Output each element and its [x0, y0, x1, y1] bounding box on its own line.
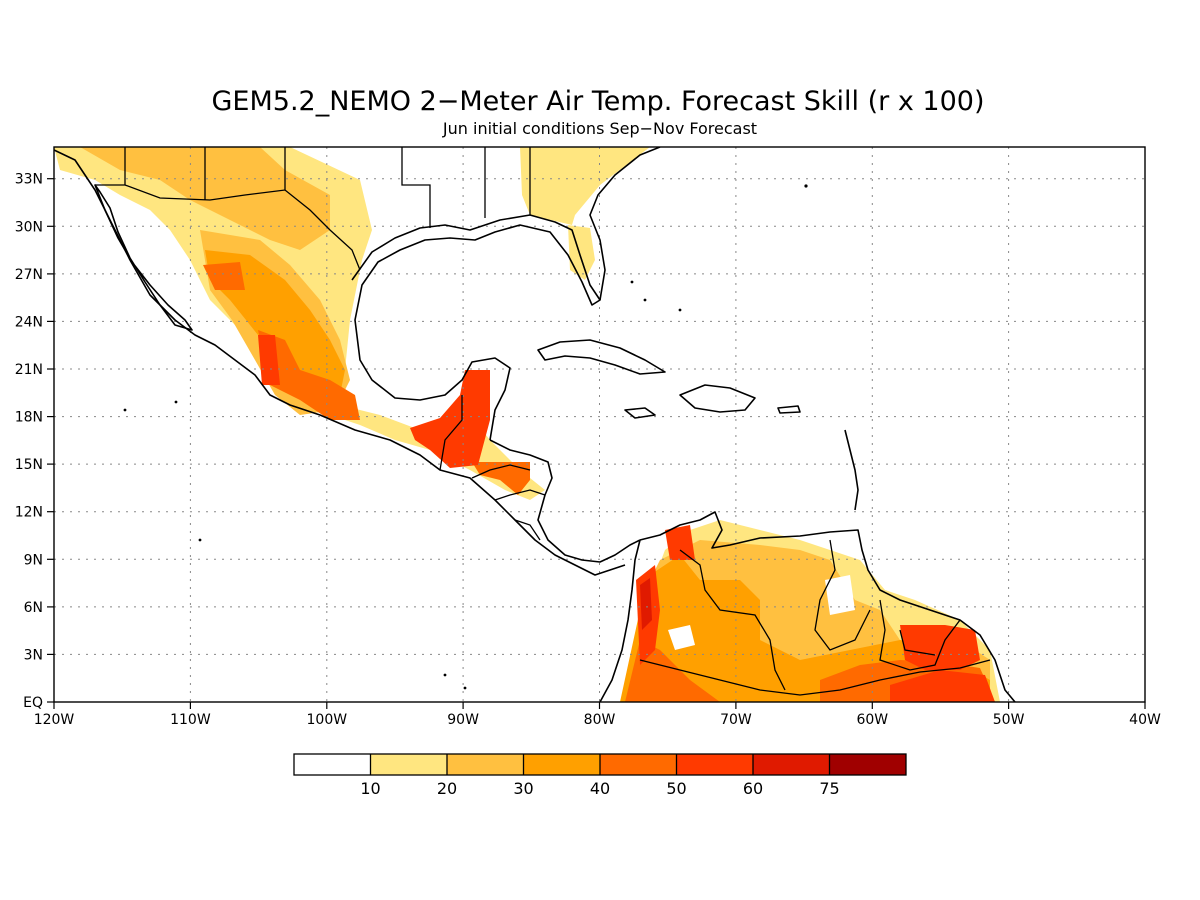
small-islands	[123, 184, 808, 690]
y-tick-label: 27N	[15, 267, 43, 283]
colorbar-swatch-50-60	[676, 754, 753, 775]
x-tick-label: 60W	[856, 712, 888, 728]
coast-cuba	[537, 339, 666, 375]
colorbar-swatch-above-75	[829, 754, 906, 775]
coast-florida-atlantic	[589, 147, 661, 301]
skill-region-guatemala	[410, 370, 490, 468]
y-tick-label: 18N	[15, 410, 43, 426]
y-tick-label: 15N	[15, 457, 43, 473]
coast-puerto-rico	[777, 405, 801, 414]
coast-pacific-north-america	[54, 149, 626, 576]
coast-jamaica	[624, 407, 656, 419]
border-venezuela-guyana	[814, 539, 871, 651]
skill-region-colombia-north	[665, 525, 695, 560]
skill-region-brazil-northeast	[900, 625, 980, 670]
coast-south-america-north	[639, 511, 1016, 702]
y-tick-label: EQ	[23, 695, 43, 711]
skill-region-colombia-peak	[640, 578, 652, 630]
x-tick-label: 120W	[34, 712, 75, 728]
colorbar-label: 30	[513, 779, 533, 798]
x-tick-label: 110W	[170, 712, 211, 728]
colorbar-swatch-30-40	[523, 754, 600, 775]
political-borders	[95, 147, 991, 696]
y-tick-label: 12N	[15, 505, 43, 521]
coast-lesser-antilles	[844, 429, 859, 511]
y-tick-label: 33N	[15, 172, 43, 188]
skill-region-brazil-east	[890, 670, 995, 702]
x-tick-label: 100W	[307, 712, 348, 728]
y-tick-label: 9N	[24, 552, 43, 568]
skill-region-jalisco	[258, 335, 280, 385]
colorbar-label: 75	[819, 779, 839, 798]
skill-region-southeast-us	[520, 147, 650, 225]
border-us-mexico	[95, 184, 361, 271]
skill-region-central-mexico	[258, 330, 360, 420]
skill-hole-guyana	[825, 575, 855, 615]
y-axis-labels: EQ 3N 6N 9N 12N 15N 18N 21N 24N 27N 30N …	[15, 172, 43, 711]
coastlines	[54, 147, 1016, 702]
y-tick-label: 3N	[24, 647, 43, 663]
x-tick-label: 50W	[993, 712, 1025, 728]
border-us-states	[124, 147, 531, 228]
chart-subtitle: Jun initial conditions Sep−Nov Forecast	[442, 119, 757, 138]
skill-shading	[54, 147, 1000, 702]
x-axis-labels: 120W 110W 100W 90W 80W 70W 60W 50W 40W	[34, 712, 1161, 728]
border-mexico-guatemala	[439, 395, 463, 471]
coast-hispaniola	[679, 384, 756, 413]
tick-marks	[47, 178, 1146, 709]
x-tick-label: 80W	[584, 712, 616, 728]
coast-south-america-pacific	[599, 539, 641, 702]
colorbar-swatch-10-20	[370, 754, 447, 775]
border-central-america	[471, 464, 546, 541]
colorbar-swatch-20-30	[447, 754, 524, 775]
colorbar-swatch-60-75	[753, 754, 830, 775]
colorbar-label: 50	[666, 779, 686, 798]
map-area	[54, 147, 1145, 702]
x-tick-label: 70W	[720, 712, 752, 728]
skill-region-sierra-madre-core	[203, 262, 245, 290]
colorbar: 10 20 30 40 50 60 75	[293, 753, 907, 798]
colorbar-swatch-40-50	[600, 754, 677, 775]
border-guianas	[879, 599, 961, 671]
coast-gulf-of-mexico	[351, 214, 601, 441]
colorbar-label: 10	[360, 779, 380, 798]
grid-lines	[54, 147, 1145, 702]
x-tick-label: 90W	[447, 712, 479, 728]
colorbar-label: 40	[590, 779, 610, 798]
border-brazil-north	[639, 659, 991, 696]
y-tick-label: 24N	[15, 314, 43, 330]
coast-baja-california	[94, 184, 193, 331]
y-tick-label: 30N	[15, 219, 43, 235]
skill-region-honduras	[472, 462, 530, 495]
border-colombia-venezuela	[679, 549, 786, 691]
colorbar-swatch-below-10	[294, 754, 371, 775]
skill-hole-colombia	[668, 625, 695, 650]
y-tick-label: 6N	[24, 600, 43, 616]
y-tick-label: 21N	[15, 362, 43, 378]
colorbar-label: 60	[743, 779, 763, 798]
x-tick-label: 40W	[1129, 712, 1161, 728]
coast-caribbean-central-america	[489, 439, 641, 563]
colorbar-label: 20	[437, 779, 457, 798]
chart-title: GEM5.2_NEMO 2−Meter Air Temp. Forecast S…	[211, 86, 984, 117]
